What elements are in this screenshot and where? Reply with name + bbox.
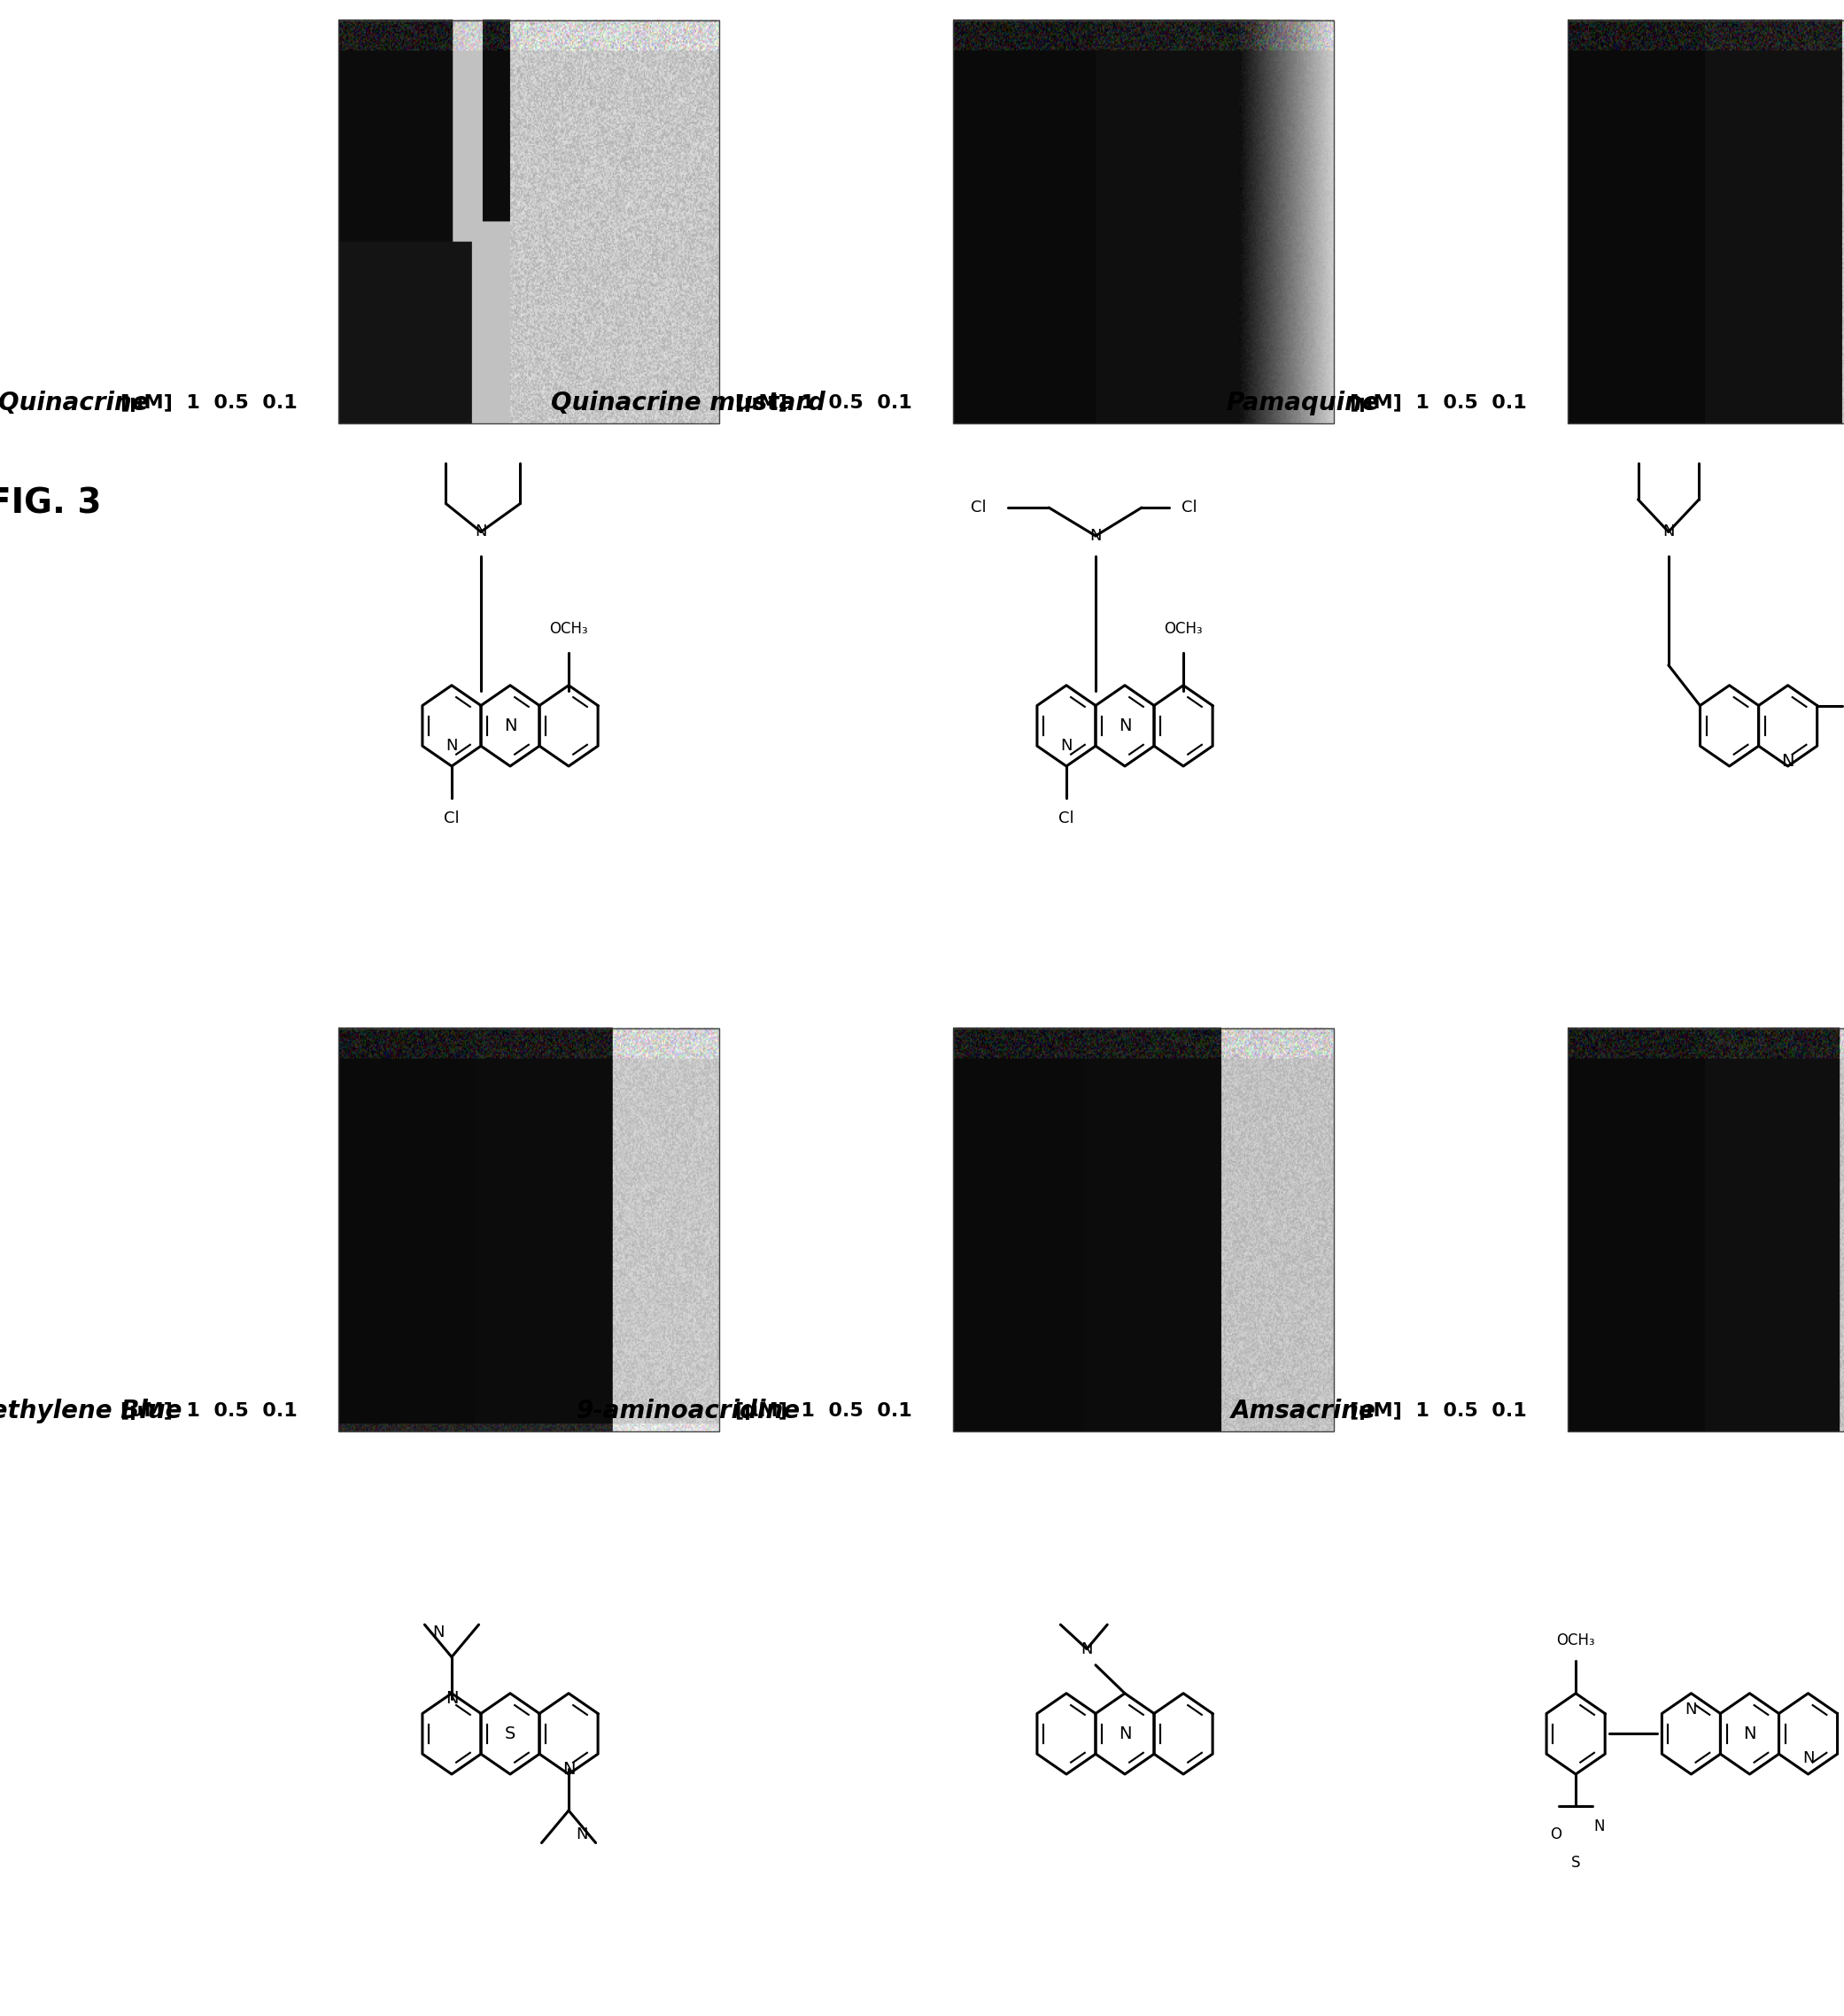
Text: [μM]  1  0.5  0.1: [μM] 1 0.5 0.1	[736, 395, 913, 411]
Text: OCH₃: OCH₃	[1556, 1633, 1595, 1649]
Bar	[1567, 20, 1844, 423]
Text: OCH₃: OCH₃	[1164, 621, 1202, 637]
Text: 9-aminoacridine: 9-aminoacridine	[577, 1399, 800, 1423]
Text: N: N	[1090, 528, 1101, 544]
Text: N: N	[431, 1625, 444, 1641]
Bar	[1567, 1028, 1844, 1431]
Text: N: N	[1081, 1641, 1093, 1657]
Text: N: N	[446, 738, 457, 754]
Text: N: N	[1119, 1726, 1130, 1742]
Text: [μM]  1  0.5  0.1: [μM] 1 0.5 0.1	[120, 1403, 297, 1419]
Text: S: S	[505, 1726, 516, 1742]
Text: N: N	[1663, 524, 1674, 540]
Text: S: S	[1571, 1855, 1580, 1871]
Text: N: N	[476, 524, 487, 540]
Text: N: N	[444, 1689, 457, 1708]
Text: Pamaquine: Pamaquine	[1226, 391, 1379, 415]
Text: Cl: Cl	[1182, 500, 1197, 516]
Text: [μM]  1  0.5  0.1: [μM] 1 0.5 0.1	[736, 1403, 913, 1419]
Text: Cl: Cl	[1058, 810, 1075, 827]
Text: Quinacrine mustard: Quinacrine mustard	[551, 391, 826, 415]
Text: N: N	[1781, 752, 1794, 770]
Text: N: N	[1802, 1750, 1814, 1766]
Text: N: N	[1060, 738, 1073, 754]
Bar	[337, 1028, 719, 1431]
Text: FIG. 3: FIG. 3	[0, 488, 101, 520]
Text: Cl: Cl	[444, 810, 459, 827]
Text: N: N	[562, 1760, 575, 1778]
Text: N: N	[1119, 718, 1130, 734]
Text: O: O	[1549, 1826, 1562, 1843]
Text: Methylene Blue: Methylene Blue	[0, 1399, 181, 1423]
Text: Amsacrine: Amsacrine	[1230, 1399, 1376, 1423]
Text: N: N	[1593, 1818, 1604, 1835]
Text: N: N	[1743, 1726, 1755, 1742]
Text: Cl: Cl	[970, 500, 987, 516]
Bar	[953, 1028, 1333, 1431]
Text: [μM]  1  0.5  0.1: [μM] 1 0.5 0.1	[120, 395, 297, 411]
Bar	[953, 20, 1333, 423]
Text: Quinacrine: Quinacrine	[0, 391, 149, 415]
Text: N: N	[1685, 1702, 1696, 1718]
Text: OCH₃: OCH₃	[550, 621, 588, 637]
Text: N: N	[575, 1826, 588, 1843]
Text: [μM]  1  0.5  0.1: [μM] 1 0.5 0.1	[1350, 395, 1527, 411]
Bar	[337, 20, 719, 423]
Text: N: N	[503, 718, 516, 734]
Text: [μM]  1  0.5  0.1: [μM] 1 0.5 0.1	[1350, 1403, 1527, 1419]
